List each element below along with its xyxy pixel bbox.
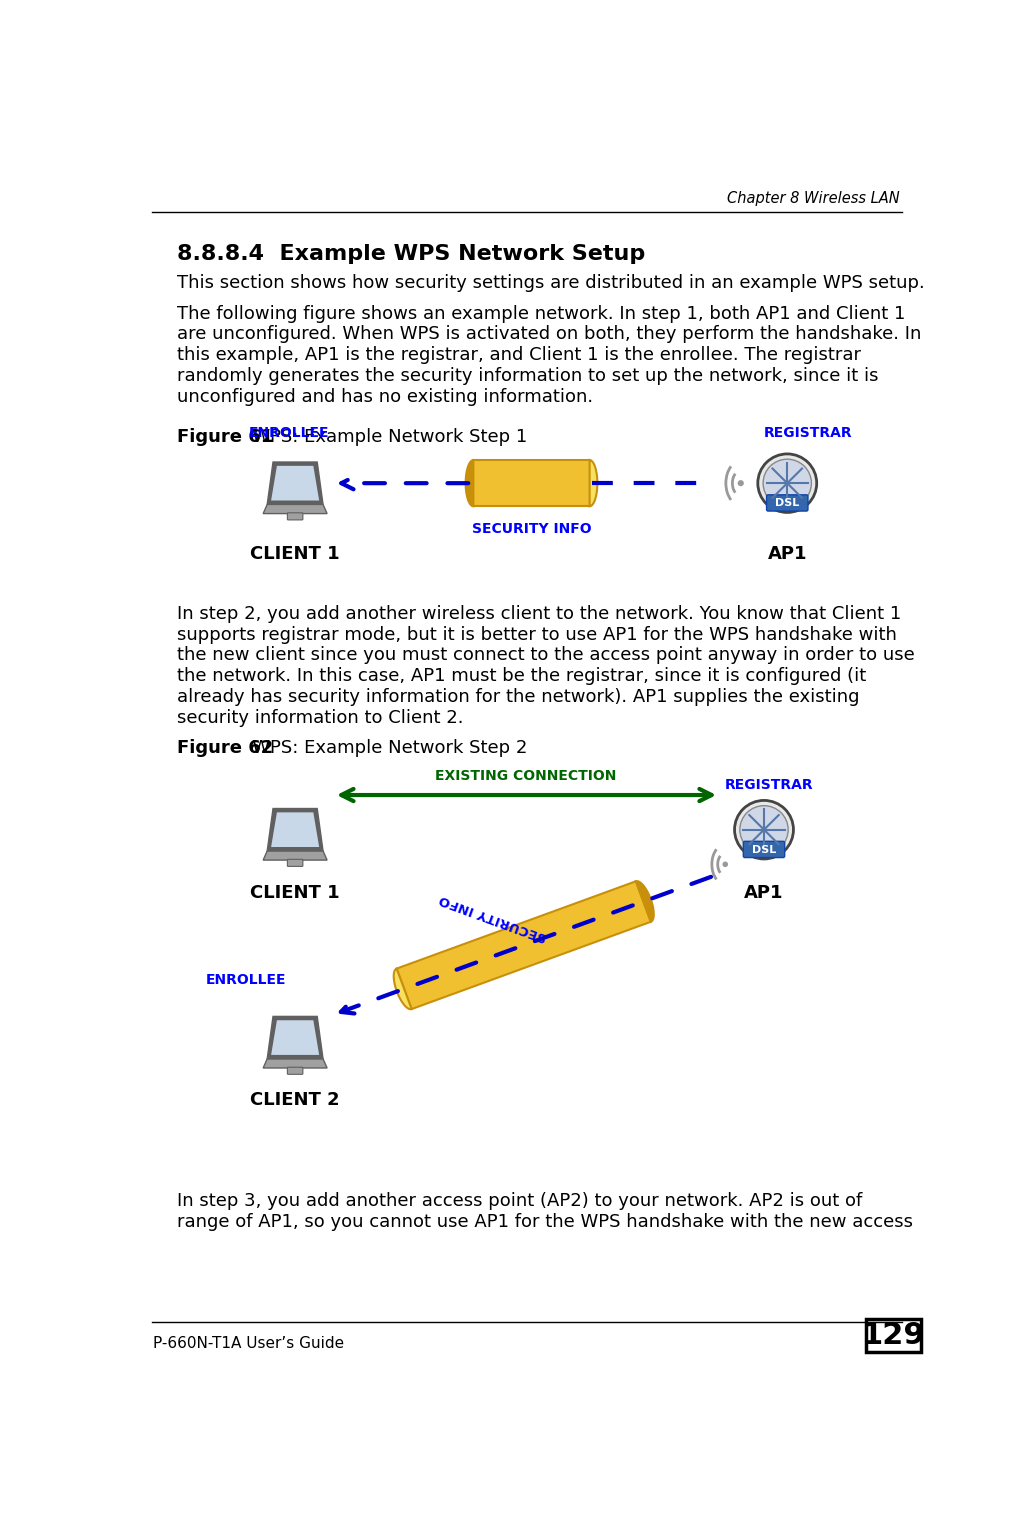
- Polygon shape: [263, 504, 327, 514]
- Text: unconfigured and has no existing information.: unconfigured and has no existing informa…: [177, 387, 593, 405]
- FancyBboxPatch shape: [288, 860, 303, 867]
- FancyBboxPatch shape: [288, 512, 303, 520]
- Text: supports registrar mode, but it is better to use AP1 for the WPS handshake with: supports registrar mode, but it is bette…: [177, 626, 896, 643]
- Text: ENROLLEE: ENROLLEE: [206, 972, 287, 988]
- Text: this example, AP1 is the registrar, and Client 1 is the enrollee. The registrar: this example, AP1 is the registrar, and …: [177, 346, 860, 364]
- Polygon shape: [263, 850, 327, 860]
- Text: ENROLLEE: ENROLLEE: [249, 427, 329, 440]
- Polygon shape: [473, 460, 590, 506]
- Text: the new client since you must connect to the access point anyway in order to use: the new client since you must connect to…: [177, 646, 914, 664]
- Text: the network. In this case, AP1 must be the registrar, since it is configured (it: the network. In this case, AP1 must be t…: [177, 668, 866, 686]
- Text: This section shows how security settings are distributed in an example WPS setup: This section shows how security settings…: [177, 274, 924, 291]
- Text: In step 3, you add another access point (AP2) to your network. AP2 is out of: In step 3, you add another access point …: [177, 1192, 861, 1210]
- Polygon shape: [590, 460, 597, 506]
- Polygon shape: [394, 969, 411, 1009]
- Text: AP1: AP1: [744, 884, 783, 902]
- FancyBboxPatch shape: [743, 841, 784, 858]
- Text: already has security information for the network). AP1 supplies the existing: already has security information for the…: [177, 687, 859, 706]
- Circle shape: [723, 861, 728, 867]
- Text: The following figure shows an example network. In step 1, both AP1 and Client 1: The following figure shows an example ne…: [177, 305, 905, 323]
- Polygon shape: [263, 1059, 327, 1068]
- Polygon shape: [267, 1017, 323, 1059]
- Text: 129: 129: [861, 1321, 925, 1350]
- FancyBboxPatch shape: [767, 495, 808, 511]
- Polygon shape: [271, 1020, 319, 1055]
- Text: 8.8.8.4  Example WPS Network Setup: 8.8.8.4 Example WPS Network Setup: [177, 244, 645, 265]
- Text: REGISTRAR: REGISTRAR: [725, 779, 814, 792]
- Circle shape: [758, 454, 816, 512]
- Text: are unconfigured. When WPS is activated on both, they perform the handshake. In: are unconfigured. When WPS is activated …: [177, 325, 921, 343]
- Text: SECURITY INFO: SECURITY INFO: [472, 521, 591, 535]
- Polygon shape: [271, 466, 319, 500]
- Text: Figure 61: Figure 61: [177, 428, 272, 445]
- Polygon shape: [267, 809, 323, 850]
- Polygon shape: [466, 460, 473, 506]
- Text: range of AP1, so you cannot use AP1 for the WPS handshake with the new access: range of AP1, so you cannot use AP1 for …: [177, 1213, 913, 1231]
- Polygon shape: [271, 812, 319, 847]
- Circle shape: [738, 480, 744, 486]
- Text: P-660N-T1A User’s Guide: P-660N-T1A User’s Guide: [153, 1337, 344, 1352]
- Text: WPS: Example Network Step 1: WPS: Example Network Step 1: [234, 428, 527, 445]
- Text: DSL: DSL: [775, 498, 800, 507]
- Text: Chapter 8 Wireless LAN: Chapter 8 Wireless LAN: [727, 190, 900, 206]
- Circle shape: [735, 800, 794, 860]
- Text: CLIENT 1: CLIENT 1: [250, 544, 340, 562]
- Text: EXISTING CONNECTION: EXISTING CONNECTION: [436, 768, 617, 783]
- Polygon shape: [397, 881, 651, 1009]
- Polygon shape: [636, 881, 654, 922]
- Text: WPS: Example Network Step 2: WPS: Example Network Step 2: [234, 739, 527, 757]
- Text: In step 2, you add another wireless client to the network. You know that Client : In step 2, you add another wireless clie…: [177, 605, 901, 623]
- Text: REGISTRAR: REGISTRAR: [764, 427, 852, 440]
- Circle shape: [763, 459, 811, 507]
- FancyBboxPatch shape: [288, 1067, 303, 1074]
- Text: DSL: DSL: [751, 844, 776, 855]
- Text: Figure 62: Figure 62: [177, 739, 272, 757]
- Text: SECURITY INFO: SECURITY INFO: [438, 892, 549, 943]
- Text: randomly generates the security information to set up the network, since it is: randomly generates the security informat…: [177, 367, 878, 386]
- Polygon shape: [267, 462, 323, 504]
- Bar: [867, 1320, 920, 1352]
- Text: CLIENT 2: CLIENT 2: [250, 1091, 340, 1109]
- Text: security information to Client 2.: security information to Client 2.: [177, 709, 463, 727]
- Circle shape: [740, 806, 788, 853]
- Text: CLIENT 1: CLIENT 1: [250, 884, 340, 902]
- Text: AP1: AP1: [768, 544, 807, 562]
